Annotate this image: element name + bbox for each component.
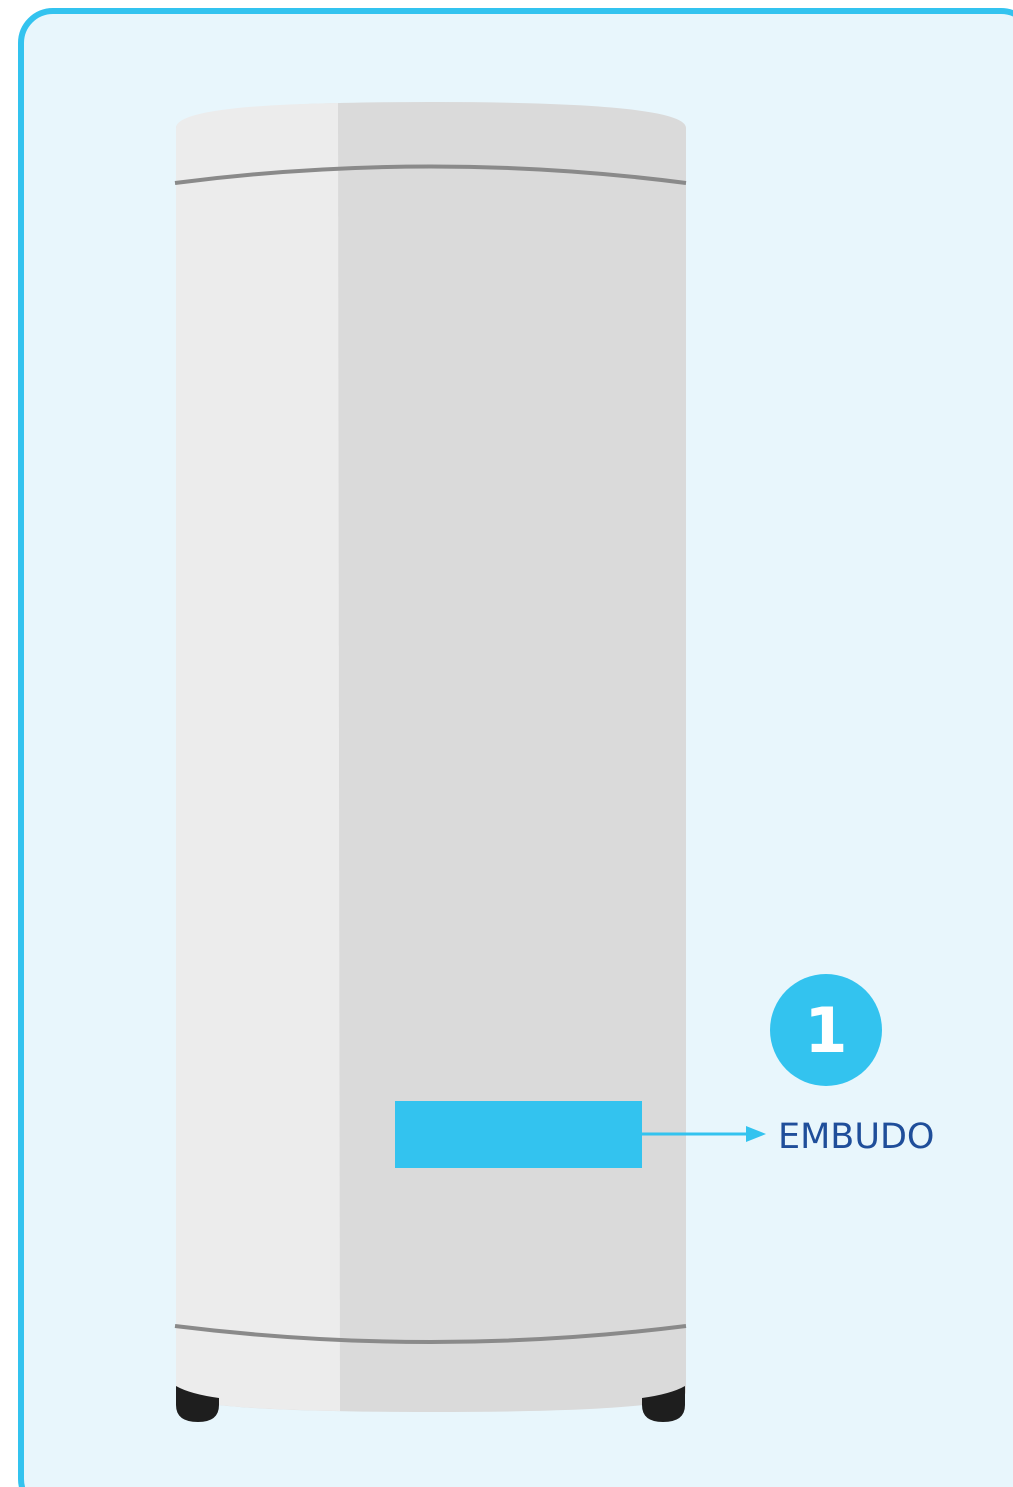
callout-label: EMBUDO <box>778 1117 934 1157</box>
diagram: EMBUDO 1 <box>0 0 1013 1487</box>
badge-number: 1 <box>804 994 847 1067</box>
page: EMBUDO 1 (() => { const data = JSON.pars… <box>0 0 1013 1487</box>
cylinder-highlight <box>176 103 340 1411</box>
cylinder <box>175 102 686 1422</box>
funnel-highlight <box>395 1101 642 1168</box>
